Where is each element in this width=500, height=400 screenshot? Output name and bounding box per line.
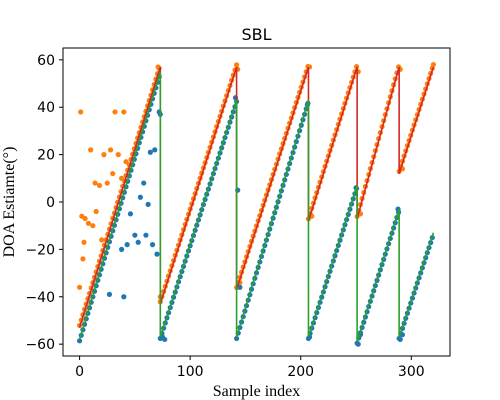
chart-title: SBL: [241, 25, 271, 44]
scatter-point: [119, 175, 125, 181]
scatter-point: [93, 208, 99, 215]
y-tick-label: 0: [46, 195, 55, 211]
scatter-point: [101, 152, 107, 158]
scatter-point: [149, 242, 156, 248]
scatter-point: [76, 284, 83, 290]
scatter-point: [152, 147, 158, 153]
scatter-point: [121, 294, 127, 300]
scatter-point: [127, 211, 134, 217]
scatter-point: [154, 251, 160, 257]
x-tick-label: 300: [398, 364, 425, 380]
scatter-point: [143, 232, 149, 238]
y-tick-label: 40: [37, 100, 55, 116]
x-tick-label: 100: [177, 364, 204, 380]
x-axis-label: Sample index: [213, 383, 301, 400]
scatter-point: [92, 180, 98, 186]
scatter-point: [85, 220, 92, 226]
scatter-point: [115, 152, 121, 158]
scatter-point: [124, 242, 130, 248]
scatter-point: [99, 237, 105, 243]
scatter-point: [397, 336, 403, 343]
scatter-point: [104, 180, 110, 186]
scatter-point: [147, 149, 153, 155]
y-tick-label: −60: [25, 337, 55, 353]
trace-point: [76, 338, 83, 344]
scatter-point: [110, 170, 116, 177]
scatter-point: [123, 159, 129, 165]
scatter-point: [141, 180, 147, 186]
scatter-point: [112, 109, 118, 115]
scatter-point: [430, 61, 437, 68]
scatter-point: [78, 109, 84, 115]
scatter-point: [107, 147, 114, 153]
scatter-point: [121, 109, 127, 115]
scatter-point: [81, 239, 87, 245]
green-series-line: [78, 71, 435, 343]
y-tick-label: −20: [25, 242, 55, 258]
y-axis-label: DOA Estiamte(°): [1, 147, 18, 258]
scatter-point: [80, 256, 86, 262]
scatter-point: [137, 194, 143, 200]
plot-data-layer: [76, 61, 437, 347]
red-series-line: [78, 66, 435, 328]
scatter-point: [119, 246, 125, 252]
y-tick-label: −40: [25, 290, 55, 306]
trace-point: [233, 62, 240, 68]
scatter-point: [88, 147, 94, 153]
scatter-point: [90, 223, 96, 229]
scatter-point: [96, 182, 103, 189]
scatter-point: [132, 232, 138, 238]
x-tick-label: 200: [287, 364, 314, 380]
trace-point: [233, 335, 240, 342]
scatter-point: [355, 341, 361, 347]
scatter-point: [162, 336, 168, 343]
scatter-point: [145, 201, 151, 207]
scatter-point: [106, 291, 113, 297]
x-tick-label: 0: [75, 364, 84, 380]
y-tick-label: 60: [37, 53, 55, 69]
tick-layer: 0 100 200 300 −60 −40 −20 0 20 40 60: [25, 53, 424, 380]
y-tick-label: 20: [37, 148, 55, 164]
scatter-point: [82, 215, 88, 222]
scatter-point: [135, 239, 141, 245]
